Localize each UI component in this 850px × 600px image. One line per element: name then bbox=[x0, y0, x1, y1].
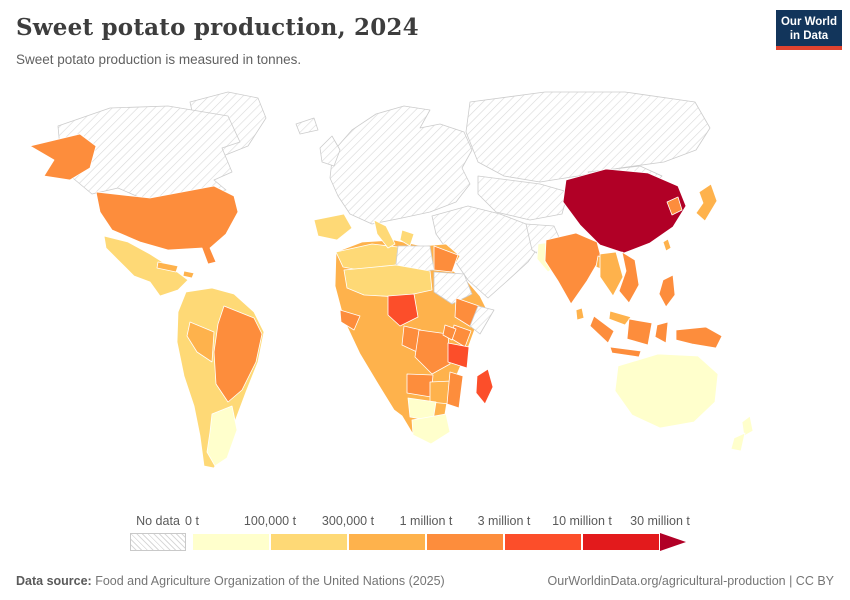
region-tanzania[interactable] bbox=[447, 342, 470, 369]
legend-no-data-label: No data bbox=[136, 514, 180, 528]
region-china[interactable] bbox=[562, 168, 687, 254]
region-uk[interactable] bbox=[319, 135, 341, 167]
legend-segment-0[interactable] bbox=[192, 533, 270, 551]
region-egypt[interactable] bbox=[433, 245, 459, 273]
region-nigeria[interactable] bbox=[387, 293, 419, 327]
region-sudan[interactable] bbox=[433, 271, 473, 305]
region-italy[interactable] bbox=[373, 219, 396, 249]
data-source-text: Food and Agriculture Organization of the… bbox=[91, 574, 445, 588]
legend-tick-1: 100,000 t bbox=[243, 514, 297, 528]
legend-no-data: No data bbox=[130, 514, 186, 551]
region-canada[interactable] bbox=[57, 105, 241, 203]
legend-tick-3: 1 million t bbox=[399, 514, 453, 528]
footer: Data source: Food and Agriculture Organi… bbox=[0, 562, 850, 600]
region-malaysia[interactable] bbox=[608, 310, 632, 326]
region-java[interactable] bbox=[609, 346, 642, 358]
legend-tick-4: 3 million t bbox=[477, 514, 531, 528]
legend-segment-2[interactable] bbox=[348, 533, 426, 551]
region-brazil[interactable] bbox=[213, 305, 263, 403]
region-alaska[interactable] bbox=[29, 133, 97, 181]
region-usa[interactable] bbox=[95, 185, 239, 265]
region-peru[interactable] bbox=[186, 321, 215, 363]
legend-segment-3[interactable] bbox=[426, 533, 504, 551]
region-south-korea[interactable] bbox=[666, 196, 683, 216]
legend-segment-5[interactable] bbox=[582, 533, 660, 551]
region-sulawesi[interactable] bbox=[654, 321, 669, 344]
owid-logo[interactable]: Our World in Data bbox=[776, 10, 842, 50]
region-sumatra[interactable] bbox=[589, 315, 615, 344]
data-source: Data source: Food and Agriculture Organi… bbox=[16, 574, 445, 588]
region-south-africa[interactable] bbox=[411, 413, 451, 445]
region-sri-lanka[interactable] bbox=[575, 307, 585, 321]
legend-tick-2: 300,000 t bbox=[321, 514, 375, 528]
owid-logo-accent-bar bbox=[776, 46, 842, 50]
page-title: Sweet potato production, 2024 bbox=[16, 14, 419, 41]
region-europe[interactable] bbox=[329, 105, 473, 225]
legend-no-data-swatch[interactable] bbox=[130, 533, 186, 551]
region-new-zealand-north[interactable] bbox=[741, 415, 754, 437]
region-japan[interactable] bbox=[695, 183, 718, 222]
region-central-asia[interactable] bbox=[477, 175, 569, 221]
world-map bbox=[0, 84, 850, 514]
region-cuba[interactable] bbox=[156, 261, 179, 273]
region-russia[interactable] bbox=[465, 91, 711, 183]
legend-segment-1[interactable] bbox=[270, 533, 348, 551]
region-papua-new-guinea[interactable] bbox=[675, 326, 723, 349]
page-subtitle: Sweet potato production is measured in t… bbox=[16, 52, 302, 67]
region-hispaniola[interactable] bbox=[182, 270, 195, 279]
region-new-zealand-south[interactable] bbox=[730, 432, 746, 452]
region-india[interactable] bbox=[544, 232, 602, 305]
legend-tick-0: 0 t bbox=[185, 514, 199, 528]
data-source-label: Data source: bbox=[16, 574, 92, 588]
region-borneo[interactable] bbox=[626, 318, 653, 346]
owid-logo-line1: Our World bbox=[780, 16, 837, 28]
legend-tick-6: 30 million t bbox=[630, 514, 690, 528]
legend-tick-5: 10 million t bbox=[552, 514, 612, 528]
region-taiwan[interactable] bbox=[662, 238, 672, 252]
region-vietnam[interactable] bbox=[618, 251, 640, 304]
region-mozambique[interactable] bbox=[446, 371, 464, 409]
region-myanmar-thailand[interactable] bbox=[599, 251, 624, 297]
region-uganda[interactable] bbox=[442, 324, 457, 341]
legend-arrow[interactable] bbox=[660, 533, 686, 551]
region-greece[interactable] bbox=[399, 229, 415, 247]
region-angola[interactable] bbox=[406, 373, 434, 398]
region-somalia[interactable] bbox=[469, 305, 495, 335]
legend-color-bar: 0 t 100,000 t 300,000 t 1 million t 3 mi… bbox=[185, 514, 752, 551]
region-iberia[interactable] bbox=[313, 213, 353, 241]
legend-tick-labels: 0 t 100,000 t 300,000 t 1 million t 3 mi… bbox=[185, 514, 752, 531]
region-madagascar[interactable] bbox=[475, 368, 494, 405]
region-australia[interactable] bbox=[614, 353, 719, 429]
region-guinea[interactable] bbox=[339, 309, 361, 331]
region-mexico-central-america[interactable] bbox=[103, 235, 189, 297]
region-iceland[interactable] bbox=[295, 117, 319, 135]
region-argentina[interactable] bbox=[206, 405, 238, 467]
region-philippines[interactable] bbox=[658, 274, 676, 308]
owid-logo-line2: in Data bbox=[789, 30, 829, 43]
footer-link[interactable]: OurWorldinData.org/agricultural-producti… bbox=[547, 574, 834, 588]
legend-segment-4[interactable] bbox=[504, 533, 582, 551]
region-sahel[interactable] bbox=[343, 264, 433, 298]
